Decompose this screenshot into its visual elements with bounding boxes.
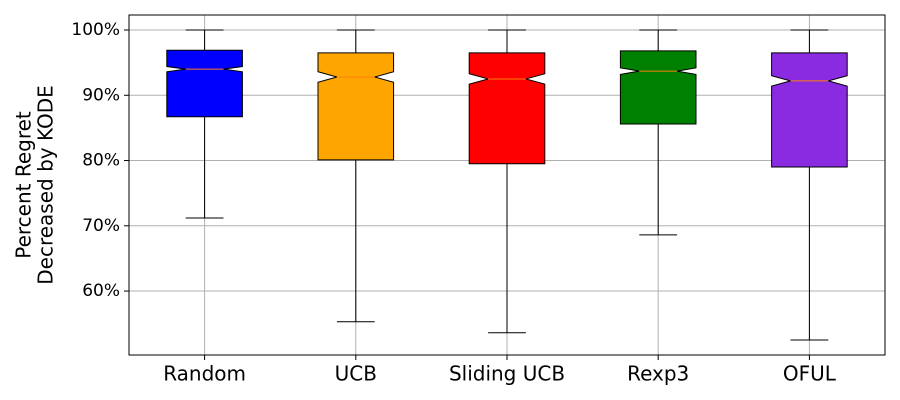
- box: [317, 52, 395, 161]
- y-tick-label: 60%: [82, 281, 120, 301]
- y-tick-label: 80%: [82, 151, 120, 171]
- box: [771, 52, 848, 168]
- y-axis-label: Percent Regret: [12, 111, 36, 259]
- y-tick-label: 100%: [71, 20, 120, 40]
- y-tick-label: 70%: [82, 216, 120, 236]
- x-tick-label: UCB: [335, 362, 377, 386]
- plot-frame: [128, 14, 886, 356]
- y-axis-label: Decreased by KODE: [34, 85, 58, 285]
- box: [468, 52, 546, 165]
- x-tick-label: Sliding UCB: [449, 362, 565, 386]
- box: [166, 49, 243, 118]
- box: [619, 50, 697, 125]
- x-tick-label: Random: [163, 362, 246, 386]
- x-tick-label: OFUL: [783, 362, 837, 386]
- y-tick-label: 90%: [82, 85, 120, 105]
- x-tick-label: Rexp3: [627, 362, 689, 386]
